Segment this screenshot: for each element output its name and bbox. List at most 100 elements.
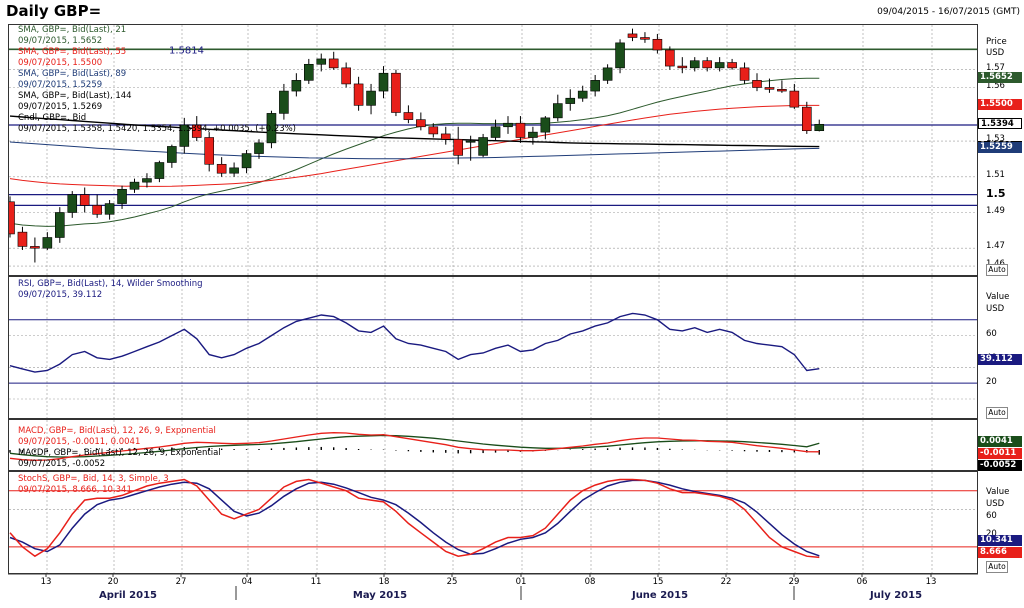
rsi-legend: RSI, GBP=, Bid(Last), 14, Wilder Smoothi… xyxy=(18,279,203,300)
stoch-d-line xyxy=(9,479,820,557)
x-tick-label: 13 xyxy=(926,577,937,587)
candle-body xyxy=(328,58,339,69)
month-label: July 2015 xyxy=(869,590,922,601)
price-tick: 1.56 xyxy=(986,80,1005,91)
chart-header: Daily GBP= 09/04/2015 - 16/07/2015 (GMT) xyxy=(0,0,1024,24)
rsi-panel[interactable] xyxy=(8,276,978,419)
price-tick: 1.53 xyxy=(986,134,1005,145)
candle-body xyxy=(378,72,389,92)
rsi-line xyxy=(9,312,820,373)
sma89-legend: SMA, GBP=, Bid(Last), 89 09/07/2015, 1.52… xyxy=(18,69,127,90)
candle-body xyxy=(615,42,625,69)
stoch-legend: StochS, GBP=, Bid, 14, 3, Simple, 3 09/07… xyxy=(18,474,169,495)
candle-body xyxy=(17,231,28,247)
candle-body xyxy=(515,122,526,138)
macd-legend: MACD, GBP=, Bid(Last), 12, 26, 9, Expone… xyxy=(18,426,221,469)
rsi-auto-button[interactable]: Auto xyxy=(986,407,1008,419)
rsi-axis-unit: USD xyxy=(986,304,1005,314)
candle-body xyxy=(416,119,426,128)
price-panel[interactable]: 1.5814 xyxy=(5,24,978,276)
candle-body xyxy=(540,117,551,133)
candle-body xyxy=(279,90,289,114)
x-tick-label: 13 xyxy=(41,577,52,587)
candle-body xyxy=(67,194,78,213)
candle-body xyxy=(652,38,663,51)
candle-body xyxy=(92,205,102,215)
candle-body xyxy=(453,138,464,156)
price-axis-unit: USD xyxy=(986,48,1005,58)
candle-body xyxy=(428,126,439,135)
level-label: 1.5814 xyxy=(169,45,204,56)
chart-title: Daily GBP= xyxy=(6,2,102,20)
sma144-legend: SMA, GBP=, Bid(Last), 144 09/07/2015, 1.5… xyxy=(18,91,132,112)
candle-body xyxy=(42,237,53,249)
candle-body xyxy=(528,131,538,138)
candle-body xyxy=(590,80,600,92)
stoch-k-line xyxy=(9,478,820,559)
candle-body xyxy=(204,137,214,165)
candle-body xyxy=(577,90,588,99)
macd-panel[interactable] xyxy=(8,419,978,471)
candle-body xyxy=(702,60,713,69)
candle-body xyxy=(229,167,239,174)
candle-body xyxy=(366,90,376,106)
price-auto-button[interactable]: Auto xyxy=(986,264,1008,276)
candle-body xyxy=(677,65,688,69)
month-label: April 2015 xyxy=(99,590,157,601)
candle-body xyxy=(142,178,152,183)
price-tick-bold: 1.5 xyxy=(986,186,1006,200)
candle-body xyxy=(117,188,127,204)
candle-body xyxy=(764,87,775,90)
candle-body xyxy=(602,67,613,81)
rsi-tick-60: 60 xyxy=(986,329,997,339)
x-tick-label: 04 xyxy=(242,577,253,587)
candle-body xyxy=(303,63,314,81)
x-tick-label: 06 xyxy=(857,577,868,587)
candle-body xyxy=(291,80,302,92)
candle-body xyxy=(565,97,576,104)
candle-body xyxy=(777,88,787,92)
macd-line-tag: -0.0011 xyxy=(978,448,1022,459)
macd-signal-tag: 0.0041 xyxy=(978,436,1022,447)
candle-body xyxy=(490,126,501,138)
x-tick-label: 25 xyxy=(447,577,458,587)
stoch-tick-20: 20 xyxy=(986,529,997,539)
candle-body xyxy=(640,37,650,40)
x-tick-label: 20 xyxy=(108,577,119,587)
price-tick: 1.51 xyxy=(986,169,1005,180)
stoch-plot xyxy=(9,472,977,573)
month-label: June 2015 xyxy=(631,590,688,601)
x-tick-label: 22 xyxy=(721,577,732,587)
candle-body xyxy=(714,62,725,69)
price-tick: 1.57 xyxy=(986,62,1005,73)
candle-body xyxy=(179,124,190,147)
candle-body xyxy=(727,62,737,69)
candle-body xyxy=(104,203,115,215)
candle-body xyxy=(216,163,227,174)
sma-line xyxy=(9,141,820,160)
macd-signal-line xyxy=(9,434,820,458)
candle-body xyxy=(465,140,476,143)
candle-body xyxy=(789,90,800,108)
price-tick: 1.47 xyxy=(986,241,1005,252)
candle-body xyxy=(440,133,451,140)
sma21-legend: SMA, GBP=, Bid(Last), 21 09/07/2015, 1.56… xyxy=(18,25,127,46)
macd-line xyxy=(9,432,820,461)
candle-body xyxy=(316,58,327,65)
candle-body xyxy=(241,153,252,169)
stoch-axis-title: Value xyxy=(986,487,1010,497)
stoch-auto-button[interactable]: Auto xyxy=(986,561,1008,573)
candle-body xyxy=(5,201,15,235)
month-label: May 2015 xyxy=(353,590,407,601)
stoch-panel[interactable] xyxy=(8,471,978,574)
x-tick-label: 01 xyxy=(516,577,527,587)
sma-line xyxy=(9,104,820,187)
stoch-tick-60: 60 xyxy=(986,511,997,521)
price-legend: SMA, GBP=, Bid(Last), 21 09/07/2015, 1.56… xyxy=(18,25,296,135)
candle-body xyxy=(627,33,638,38)
candle-body xyxy=(739,67,750,81)
candle-legend: Cndl, GBP=, Bid 09/07/2015, 1.5358, 1.542… xyxy=(18,113,297,134)
candle-body xyxy=(191,124,202,138)
stoch-axis-unit: USD xyxy=(986,499,1005,509)
